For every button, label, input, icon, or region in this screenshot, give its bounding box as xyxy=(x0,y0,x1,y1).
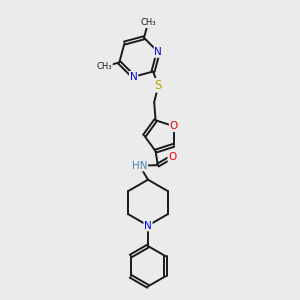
Text: O: O xyxy=(168,152,176,162)
Text: O: O xyxy=(169,121,178,131)
Text: N: N xyxy=(144,220,152,231)
Text: HN: HN xyxy=(132,161,147,171)
Text: CH₃: CH₃ xyxy=(140,18,156,27)
Text: CH₃: CH₃ xyxy=(97,62,112,71)
Text: N: N xyxy=(154,47,162,57)
Text: S: S xyxy=(155,79,162,92)
Text: N: N xyxy=(130,72,137,82)
